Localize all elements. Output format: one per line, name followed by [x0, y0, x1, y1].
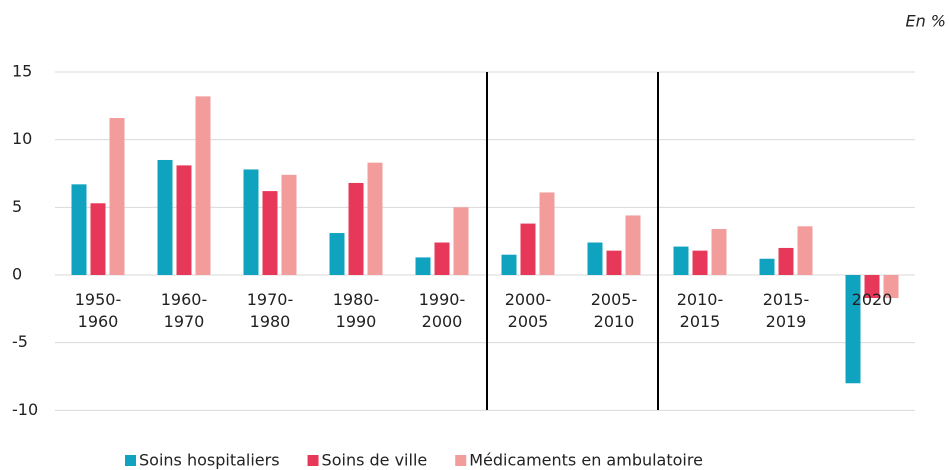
x-tick-label: 2000-2005	[505, 290, 552, 331]
bar	[281, 174, 297, 275]
y-tick-label: 15	[12, 62, 32, 81]
bar	[520, 223, 536, 275]
bar	[348, 182, 364, 275]
bar	[587, 242, 603, 275]
bar	[625, 215, 641, 275]
bar	[262, 191, 278, 275]
bar	[434, 242, 450, 275]
x-tick-label: 2020	[852, 290, 893, 309]
legend-label: Médicaments en ambulatoire	[469, 451, 703, 470]
bar	[453, 207, 469, 275]
legend-swatch	[125, 455, 136, 466]
legend-swatch	[455, 455, 467, 466]
bar	[195, 96, 211, 275]
bar	[883, 275, 899, 299]
bar	[692, 250, 708, 275]
y-tick-label: -10	[12, 400, 38, 419]
x-tick-label: 1960-1970	[161, 290, 208, 331]
bar	[176, 165, 192, 275]
x-tick-label: 1990-2000	[419, 290, 466, 331]
y-tick-label: -5	[12, 332, 28, 351]
bar	[759, 258, 775, 275]
y-tick-label: 0	[12, 265, 22, 284]
bar	[243, 169, 259, 275]
legend-label: Soins de ville	[322, 451, 428, 470]
bar	[673, 246, 689, 275]
bar	[539, 192, 555, 275]
x-tick-label: 1980-1990	[333, 290, 380, 331]
bar	[606, 250, 622, 275]
bar	[71, 184, 87, 275]
legend-swatch	[307, 455, 319, 466]
unit-note: En %	[905, 12, 946, 31]
x-tick-label: 2010-2015	[677, 290, 724, 331]
bar	[367, 162, 383, 275]
legend-label: Soins hospitaliers	[139, 451, 280, 470]
bar	[845, 275, 861, 384]
y-tick-label: 5	[12, 197, 22, 216]
bar	[778, 247, 794, 275]
bar	[90, 203, 106, 275]
bar	[864, 275, 880, 299]
x-tick-label: 2005-2010	[591, 290, 638, 331]
bar	[797, 226, 813, 275]
bar	[711, 228, 727, 275]
x-tick-label: 1970-1980	[247, 290, 294, 331]
y-tick-label: 10	[12, 129, 32, 148]
bar	[415, 257, 431, 275]
x-tick-label: 2015-2019	[763, 290, 810, 331]
bar	[109, 118, 125, 275]
bar	[157, 159, 173, 275]
x-tick-label: 1950-1960	[75, 290, 122, 331]
bar	[501, 254, 517, 275]
bar	[329, 233, 345, 275]
